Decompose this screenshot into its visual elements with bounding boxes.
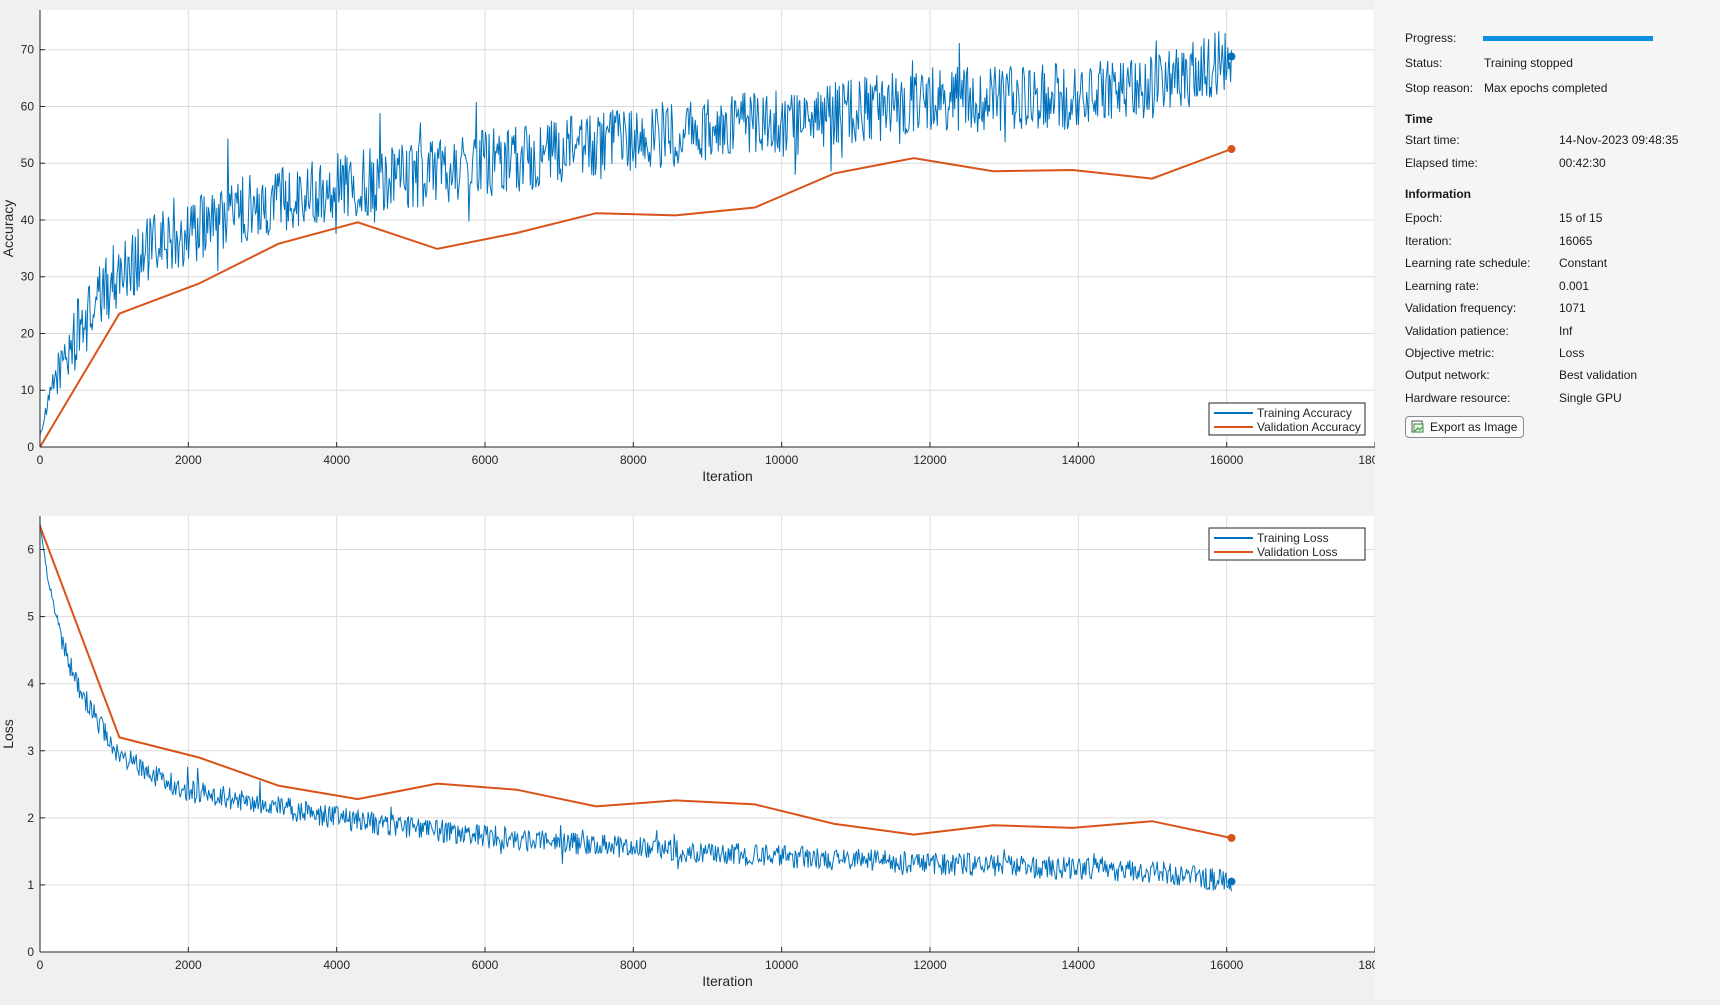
export-as-image-button[interactable]: Export as Image [1405, 416, 1525, 438]
x-tick-label: 18000 [1358, 453, 1375, 467]
y-tick-label: 5 [27, 610, 34, 624]
start-time-label: Start time: [1405, 133, 1460, 147]
status-value: Training stopped [1484, 56, 1573, 70]
info-label: Epoch: [1405, 211, 1443, 225]
x-tick-label: 6000 [472, 958, 499, 972]
start-time-value: 14-Nov-2023 09:48:35 [1559, 133, 1679, 147]
y-tick-label: 0 [27, 440, 34, 454]
x-tick-label: 2000 [175, 958, 202, 972]
x-axis-label: Iteration [702, 468, 753, 484]
export-image-icon [1411, 420, 1424, 433]
x-tick-label: 16000 [1210, 453, 1244, 467]
x-tick-label: 12000 [913, 453, 947, 467]
x-tick-label: 4000 [323, 958, 350, 972]
y-tick-label: 30 [21, 270, 35, 284]
x-tick-label: 18000 [1358, 958, 1375, 972]
x-tick-label: 2000 [175, 453, 202, 467]
export-as-image-label: Export as Image [1430, 420, 1518, 434]
info-value: Inf [1559, 324, 1573, 338]
stop-reason-label: Stop reason: [1405, 81, 1474, 95]
info-label: Output network: [1405, 368, 1490, 382]
information-heading: Information [1405, 187, 1471, 201]
training-accuracy-final-point [1227, 52, 1236, 61]
x-tick-label: 10000 [765, 453, 799, 467]
elapsed-time-value: 00:42:30 [1559, 156, 1606, 170]
legend-entry: Validation Loss [1257, 545, 1338, 559]
info-label: Hardware resource: [1405, 391, 1511, 405]
y-tick-label: 40 [21, 213, 35, 227]
legend-entry: Training Accuracy [1257, 406, 1352, 420]
x-axis-label: Iteration [702, 973, 753, 989]
info-value: 1071 [1559, 301, 1586, 315]
y-tick-label: 10 [21, 383, 35, 397]
y-tick-label: 6 [27, 543, 34, 557]
y-tick-label: 2 [27, 811, 34, 825]
info-label: Validation patience: [1405, 324, 1509, 338]
y-tick-label: 60 [21, 99, 35, 113]
training-accuracy-line [39, 31, 1232, 436]
info-label: Objective metric: [1405, 346, 1495, 360]
training-progress-charts: 0 2000 4000 6000 8000 10000 12000 14000 16000 18 0… [0, 10, 1392, 989]
info-value: 16065 [1559, 234, 1593, 248]
elapsed-time-label: Elapsed time: [1405, 156, 1478, 170]
loss-chart: 0 2000 4000 6000 8000 10000 12000 14000 16000 18 0… [0, 516, 1392, 989]
validation-loss-line [39, 525, 1232, 839]
info-value: 0.001 [1559, 279, 1590, 293]
training-loss-line [39, 522, 1232, 892]
training-plots: 0 2000 4000 6000 8000 10000 12000 14000 16000 18 0… [0, 10, 1392, 989]
x-tick-label: 14000 [1062, 453, 1096, 467]
y-tick-label: 3 [27, 744, 34, 758]
validation-accuracy-line [39, 148, 1232, 448]
x-tick-label: 8000 [620, 453, 647, 467]
legend-box [1208, 402, 1366, 436]
validation-loss-final-point [1227, 833, 1236, 842]
training-info-panel: Progress: Status: Training stopped Stop … [1375, 0, 1720, 1000]
x-tick-label: 16000 [1210, 958, 1244, 972]
y-axis-label: Loss [0, 719, 16, 749]
progress-label: Progress: [1405, 31, 1457, 45]
y-tick-label: 50 [21, 156, 35, 170]
x-tick-label: 6000 [472, 453, 499, 467]
training-loss-final-point [1227, 877, 1236, 886]
y-tick-label: 70 [21, 43, 35, 57]
x-tick-label: 12000 [913, 958, 947, 972]
x-tick-label: 8000 [620, 958, 647, 972]
y-tick-label: 1 [27, 878, 34, 892]
info-label: Iteration: [1405, 234, 1452, 248]
legend-entry: Training Loss [1257, 531, 1329, 545]
validation-accuracy-final-point [1227, 145, 1236, 154]
accuracy-chart: 0 2000 4000 6000 8000 10000 12000 14000 16000 18 0… [0, 10, 1392, 484]
stop-reason-value: Max epochs completed [1484, 81, 1608, 95]
info-value: Single GPU [1559, 391, 1622, 405]
x-tick-label: 0 [37, 958, 44, 972]
x-tick-label: 10000 [765, 958, 799, 972]
legend-box [1208, 527, 1366, 561]
x-tick-label: 0 [37, 453, 44, 467]
info-value: Constant [1559, 256, 1608, 270]
x-tick-label: 4000 [323, 453, 350, 467]
plot-area [40, 516, 1375, 952]
progress-bar [1483, 36, 1653, 41]
info-value: Best validation [1559, 368, 1638, 382]
y-axis-label: Accuracy [0, 200, 16, 258]
x-tick-label: 14000 [1062, 958, 1096, 972]
time-heading: Time [1405, 112, 1433, 126]
progress-bar-fill [1483, 36, 1653, 41]
info-value: 15 of 15 [1559, 211, 1603, 225]
info-value: Loss [1559, 346, 1585, 360]
legend-entry: Validation Accuracy [1257, 420, 1361, 434]
info-label: Learning rate schedule: [1405, 256, 1531, 270]
info-label: Validation frequency: [1405, 301, 1517, 315]
y-tick-label: 4 [27, 677, 34, 691]
info-label: Learning rate: [1405, 279, 1480, 293]
y-tick-label: 0 [27, 945, 34, 959]
y-tick-label: 20 [21, 326, 35, 340]
status-label: Status: [1405, 56, 1443, 70]
